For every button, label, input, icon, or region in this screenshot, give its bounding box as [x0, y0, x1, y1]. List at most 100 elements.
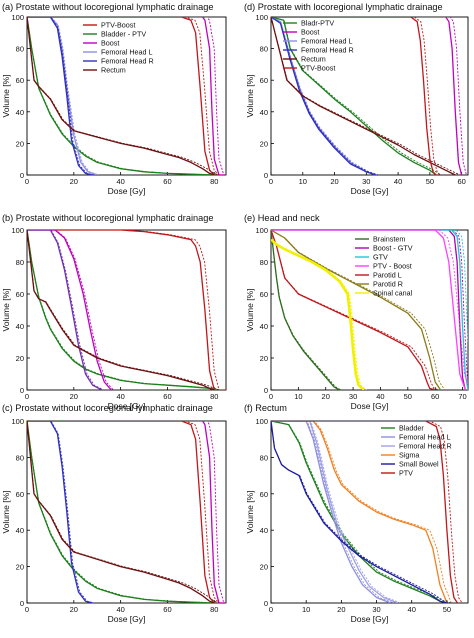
series-line-variant: [27, 17, 220, 175]
x-tick-label: 50: [426, 177, 434, 186]
chart-panel-d: (d) Prostate with locoregional lymphatic…: [244, 2, 469, 196]
series-line: [27, 17, 226, 175]
series-line-variant: [27, 230, 105, 390]
legend-entry: Bladder: [399, 424, 424, 433]
x-axis-label: Dose [Gy]: [108, 186, 146, 196]
series-line-variant: [27, 17, 100, 175]
y-tick-label: 60: [16, 490, 24, 499]
y-axis-label: Volume [%]: [245, 75, 255, 118]
series-line: [271, 17, 463, 175]
legend-entry: Rectum: [301, 55, 326, 64]
x-tick-label: 10: [299, 177, 307, 186]
series-line: [27, 421, 226, 603]
series-line-variant: [271, 17, 461, 175]
series-line-variant: [271, 230, 342, 390]
x-tick-label: 20: [337, 605, 345, 614]
x-tick-label: 0: [269, 177, 273, 186]
x-tick-label: 30: [349, 392, 357, 401]
series-line: [271, 421, 398, 603]
series-line: [271, 230, 466, 390]
series-line: [271, 230, 340, 390]
x-tick-label: 50: [404, 392, 412, 401]
y-tick-label: 20: [16, 354, 24, 363]
chart-panel-b: (b) Prostate without locoregional lympha…: [1, 213, 227, 411]
x-tick-label: 40: [376, 392, 384, 401]
legend-entry: Femoral Head R: [101, 57, 154, 66]
series-line-variant: [271, 421, 463, 603]
y-tick-label: 40: [16, 108, 24, 117]
legend-entry: PTV-Boost: [301, 64, 335, 73]
series-line-variant: [27, 230, 226, 390]
y-tick-label: 100: [255, 226, 268, 235]
x-tick-label: 60: [163, 605, 171, 614]
y-axis-label: Volume [%]: [1, 75, 11, 118]
y-tick-label: 80: [260, 45, 268, 54]
series-line-variant: [271, 17, 441, 175]
chart-title: (e) Head and neck: [244, 213, 320, 223]
x-tick-label: 10: [294, 392, 302, 401]
series-line: [27, 230, 215, 390]
x-tick-label: 20: [70, 392, 78, 401]
series-line: [271, 421, 458, 603]
series-line-variant: [27, 17, 226, 175]
series-line: [271, 421, 448, 603]
series-line-variant: [27, 17, 95, 175]
x-tick-label: 0: [25, 605, 29, 614]
y-tick-label: 80: [16, 258, 24, 267]
x-tick-label: 0: [269, 605, 273, 614]
legend-entry: Sigma: [399, 451, 419, 460]
x-tick-label: 0: [269, 392, 273, 401]
y-tick-label: 40: [260, 322, 268, 331]
legend-entry: Femoral Head L: [101, 48, 153, 57]
chart-title: (a) Prostate without locoregional lympha…: [2, 2, 213, 12]
x-tick-label: 60: [457, 177, 465, 186]
chart-title: (b) Prostate without locoregional lympha…: [2, 213, 213, 223]
x-tick-label: 30: [362, 177, 370, 186]
y-tick-label: 0: [264, 171, 268, 180]
series-line: [27, 17, 215, 175]
series-line: [27, 421, 215, 603]
x-axis-label: Dose [Gy]: [108, 614, 146, 624]
series-line-variant: [27, 421, 95, 603]
series-line: [271, 17, 437, 175]
y-tick-label: 40: [260, 108, 268, 117]
series-line-variant: [27, 17, 226, 175]
y-tick-label: 0: [264, 386, 268, 395]
y-tick-label: 100: [11, 13, 24, 22]
series-line: [27, 230, 103, 390]
chart-panel-e: (e) Head and neck 0 20 40 60 80 100 0 10 20 30 40 50…: [244, 213, 469, 411]
y-tick-label: 40: [16, 526, 24, 535]
series-line: [271, 230, 468, 390]
series-line-variant: [27, 421, 220, 603]
x-tick-label: 20: [322, 392, 330, 401]
y-tick-label: 0: [20, 599, 24, 608]
series-line-variant: [271, 421, 452, 603]
x-tick-label: 80: [210, 392, 218, 401]
series-line-variant: [27, 17, 220, 175]
series-line-variant: [27, 230, 220, 390]
x-tick-label: 70: [458, 392, 466, 401]
series-line-variant: [27, 421, 220, 603]
y-tick-label: 60: [260, 290, 268, 299]
y-tick-label: 60: [260, 76, 268, 85]
x-tick-label: 40: [116, 392, 124, 401]
series-line: [27, 421, 215, 603]
legend-entry: Parotid L: [373, 271, 402, 280]
x-tick-label: 20: [70, 177, 78, 186]
x-tick-label: 40: [408, 605, 416, 614]
series-line: [27, 17, 98, 175]
y-tick-label: 0: [264, 599, 268, 608]
x-axis-label: Dose [Gy]: [351, 614, 389, 624]
chart-panel-c: (c) Prostate without locoregional lympha…: [1, 403, 227, 624]
series-line: [271, 230, 436, 390]
x-axis-label: Dose [Gy]: [351, 401, 389, 411]
x-tick-label: 40: [394, 177, 402, 186]
y-tick-label: 100: [255, 13, 268, 22]
legend-entry: Femoral Head R: [399, 442, 452, 451]
series-line-variant: [271, 17, 379, 175]
y-tick-label: 20: [260, 139, 268, 148]
chart-title: (c) Prostate without locoregional lympha…: [2, 403, 213, 413]
x-tick-label: 30: [372, 605, 380, 614]
